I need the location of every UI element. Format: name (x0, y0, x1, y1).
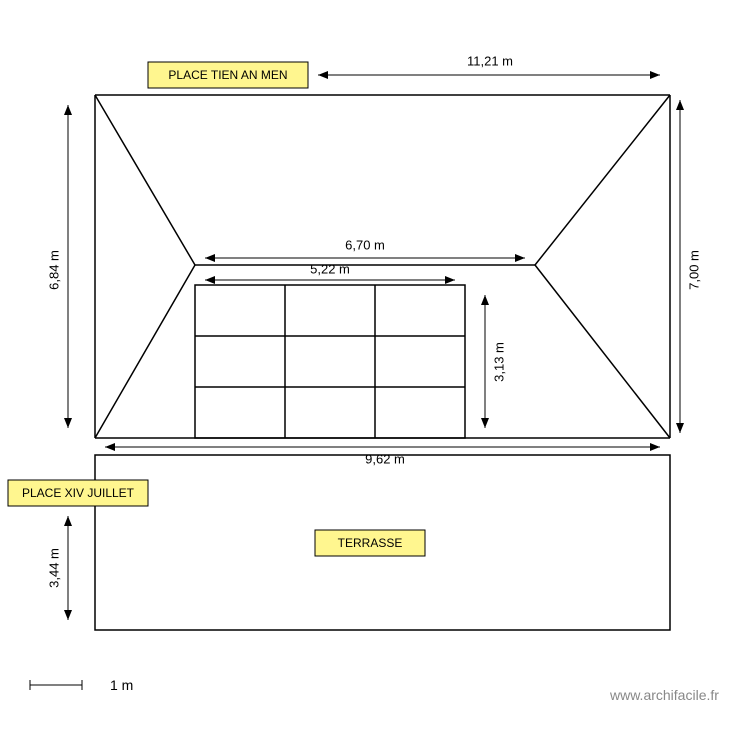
dim-right-height: 7,00 m (676, 100, 701, 433)
dim-top-width: 11,21 m (318, 53, 660, 79)
label-tiananmen-text: PLACE TIEN AN MEN (168, 68, 287, 82)
dim-inner-top: 6,70 m (205, 237, 525, 262)
dim-grid-width-text: 5,22 m (310, 261, 350, 276)
dim-terrasse-height-text: 3,44 m (46, 548, 61, 588)
label-terrasse: TERRASSE (315, 530, 425, 556)
dim-left-height: 6,84 m (46, 105, 72, 428)
credit-text: www.archifacile.fr (609, 687, 719, 703)
grid-3x3 (195, 285, 465, 438)
dim-left-height-text: 6,84 m (46, 250, 61, 290)
dim-top-width-text: 11,21 m (467, 53, 513, 68)
floor-plan-canvas: PLACE TIEN AN MEN PLACE XIV JUILLET TERR… (0, 0, 750, 750)
label-terrasse-text: TERRASSE (338, 536, 403, 550)
dim-inner-top-text: 6,70 m (345, 237, 385, 252)
scale-label: 1 m (110, 677, 133, 693)
dim-terrasse-height: 3,44 m (46, 516, 72, 620)
label-juillet-text: PLACE XIV JUILLET (22, 486, 135, 500)
dim-grid-height-text: 3,13 m (491, 342, 506, 382)
dim-grid-height: 3,13 m (481, 295, 506, 428)
dim-right-height-text: 7,00 m (686, 250, 701, 290)
label-juillet: PLACE XIV JUILLET (8, 480, 148, 506)
scale-bar: 1 m (30, 677, 133, 693)
dim-lower-width-text: 9,62 m (365, 451, 405, 466)
label-tiananmen: PLACE TIEN AN MEN (148, 62, 308, 88)
